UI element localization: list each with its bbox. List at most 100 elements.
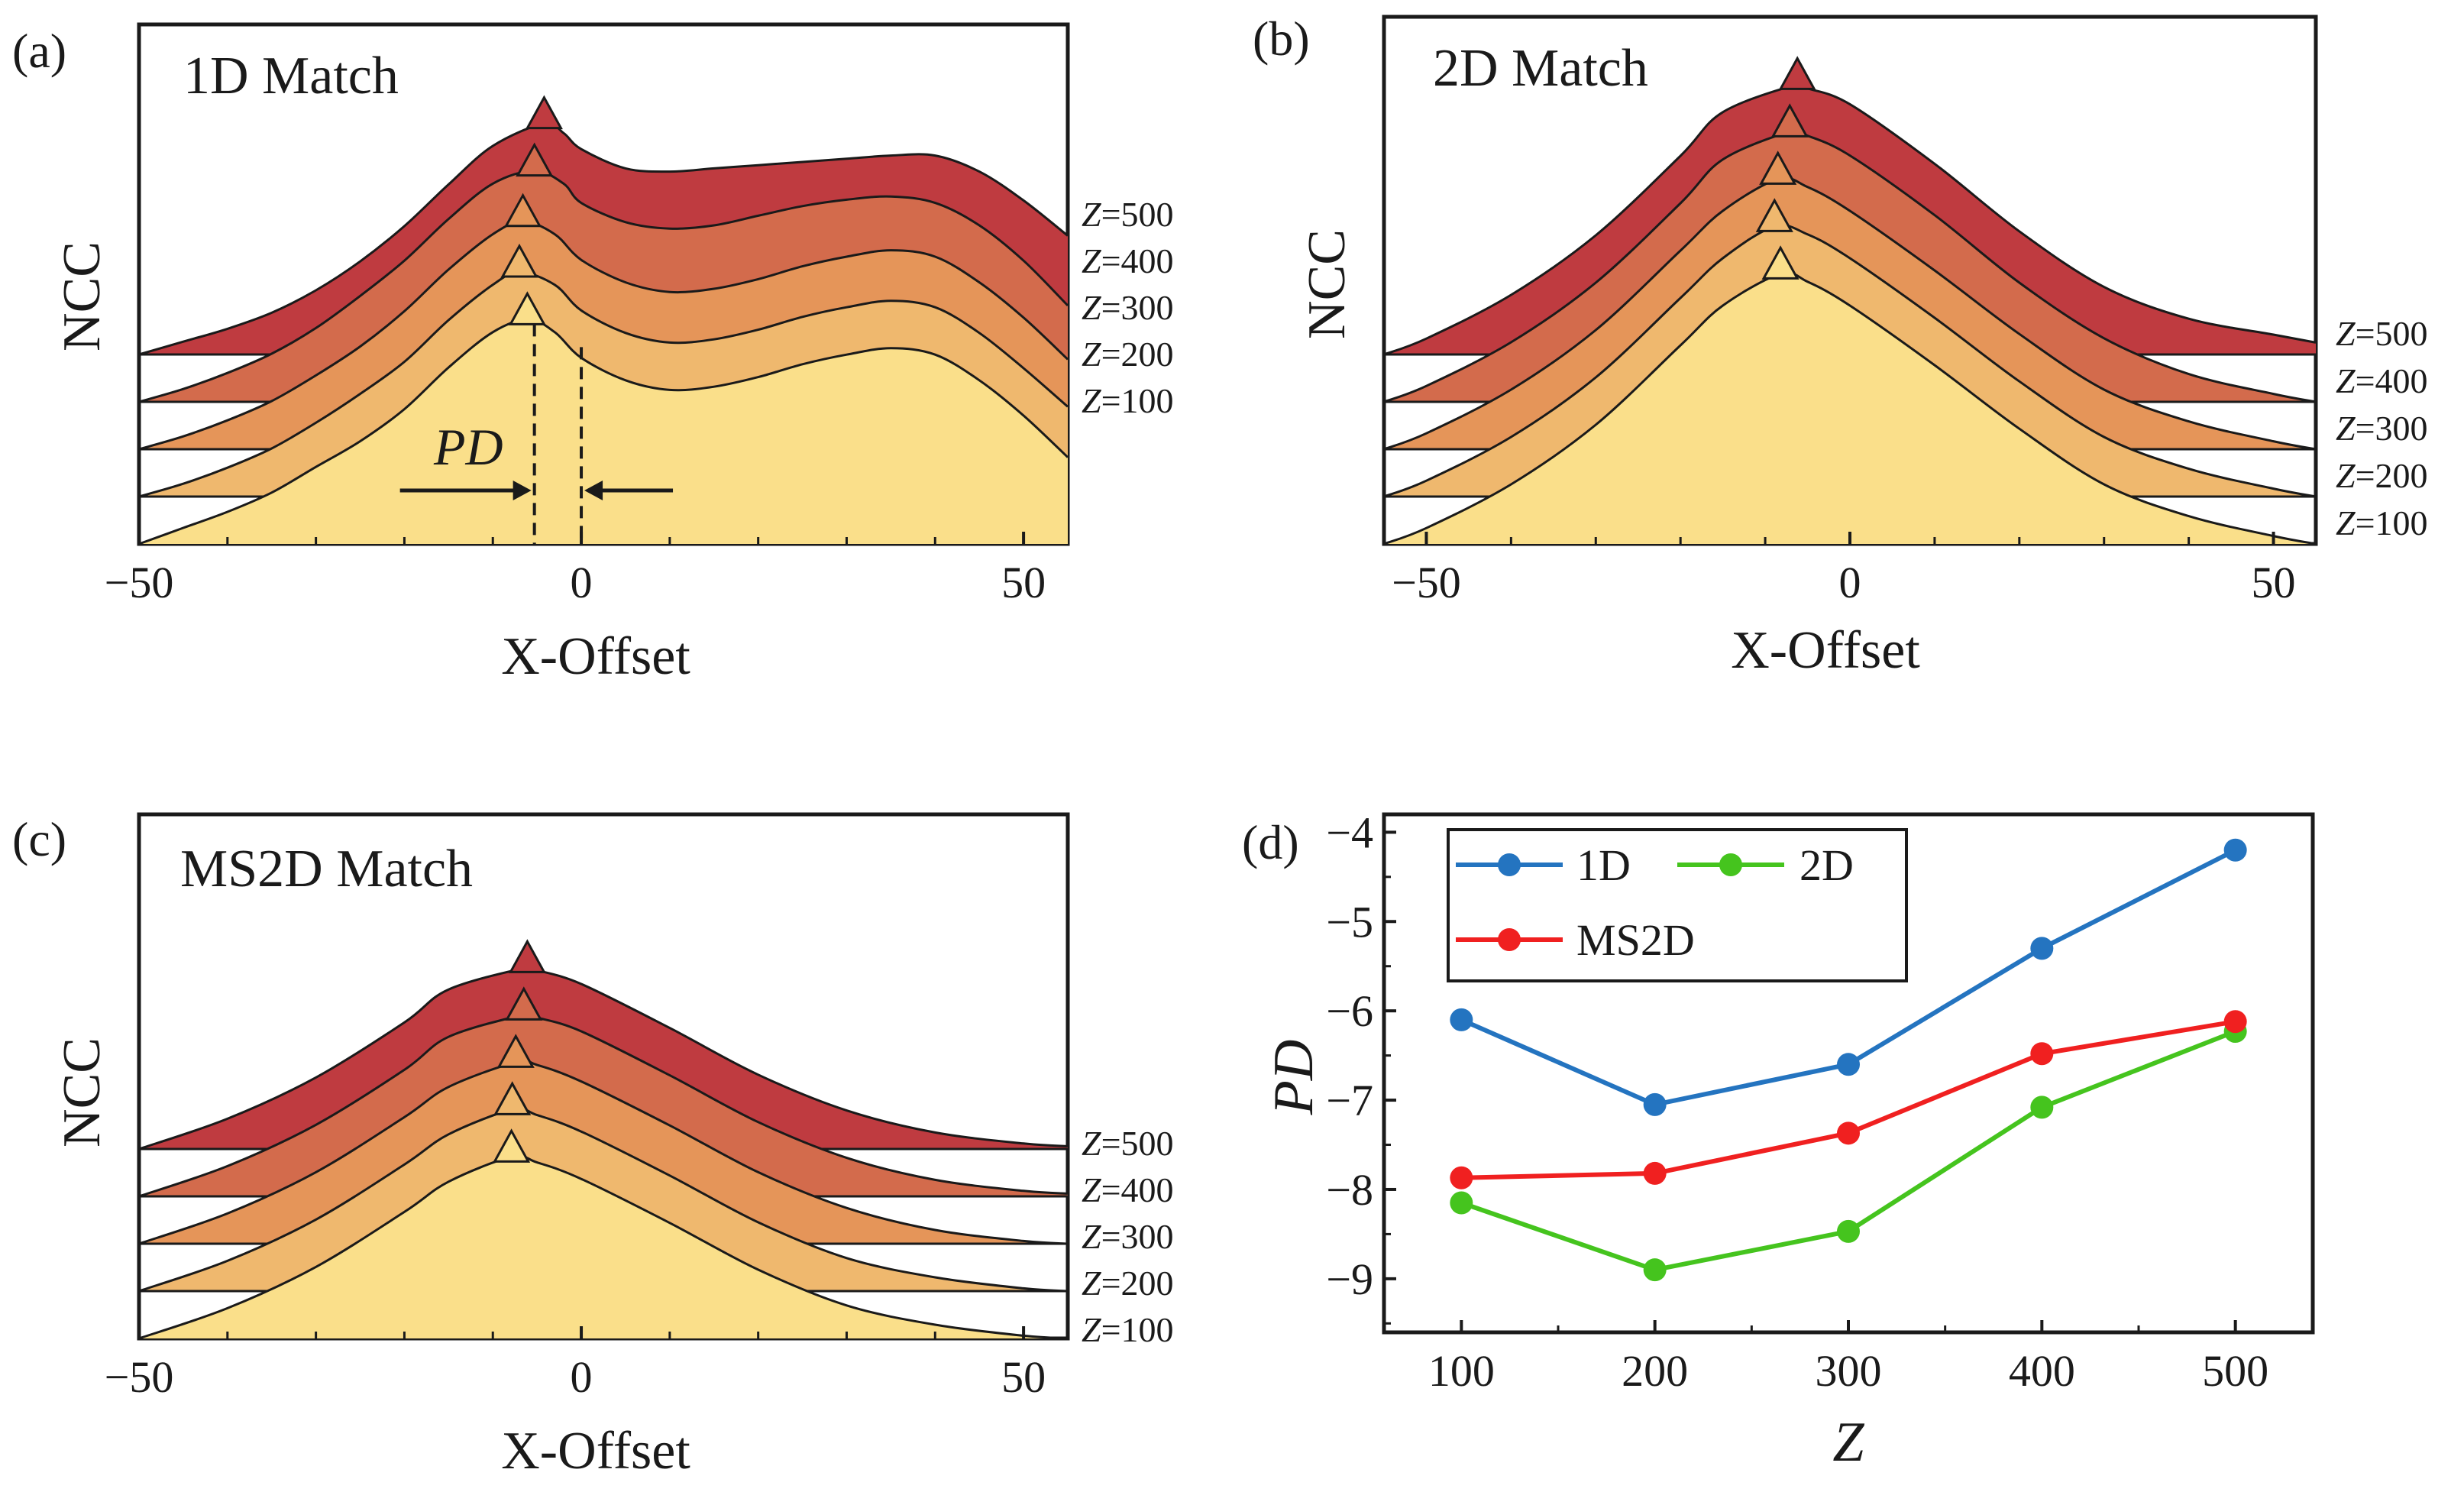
- panel-c-x-ticks: −50 0 50: [105, 1326, 1046, 1402]
- ridge-line-z500: [138, 121, 1069, 356]
- panel-a-title: 1D Match: [183, 47, 399, 105]
- panel-d-x-ticks: 100 200 300 400 500: [1428, 1320, 2268, 1396]
- panel-c-ylabel: NCC: [53, 1037, 112, 1147]
- point-2d: [1450, 1191, 1473, 1215]
- peak-marker-z100: [1761, 245, 1799, 280]
- point-1d: [1837, 1053, 1860, 1076]
- z-label-100: Z=100: [1082, 1310, 1174, 1349]
- ridge-line-z300: [1383, 176, 2317, 451]
- panel-d-y-ticks: −9 −8 −7 −6 −5 −4: [1326, 807, 1396, 1325]
- peak-marker-z500: [1778, 56, 1816, 90]
- x-tick-label: 100: [1428, 1346, 1495, 1396]
- panel-c-title: MS2D Match: [180, 840, 473, 898]
- panel-c-z-labels: Z=100 Z=200 Z=300 Z=400 Z=500: [1082, 1124, 1174, 1349]
- point-2d: [1837, 1219, 1860, 1243]
- panel-b-label: (b): [1253, 11, 1310, 66]
- panel-c-xlabel: X-Offset: [501, 1422, 690, 1481]
- ridge-line-z300: [138, 1059, 1069, 1245]
- legend-label-1d: 1D: [1576, 840, 1631, 890]
- panel-a-ylabel: NCC: [53, 241, 112, 351]
- y-tick-label: −5: [1326, 897, 1373, 947]
- panel-b-2d-match: (b) 2D Match Z=100 Z=200 Z=300 Z=400 Z=500 −…: [1253, 11, 2428, 680]
- panel-a-label: (a): [12, 24, 66, 78]
- z-label-500: Z=500: [1082, 1124, 1174, 1163]
- panel-d-pd-vs-z: (d) −9 −8 −7 −6 −5 −4 100 200 300 400 500 1D 2D M…: [1242, 807, 2315, 1474]
- x-tick-label: 50: [1001, 1352, 1046, 1402]
- legend-marker-2d: [1719, 853, 1742, 876]
- z-label-500: Z=500: [1082, 195, 1174, 234]
- legend-box: [1447, 828, 1908, 982]
- peak-marker-z300: [1759, 150, 1797, 185]
- y-tick-label: −6: [1326, 986, 1373, 1036]
- x-tick-label: 500: [2202, 1346, 2268, 1396]
- ridge-line-z400: [138, 1012, 1069, 1198]
- z-label-200: Z=200: [1082, 1264, 1174, 1303]
- ridge-line-z300: [138, 220, 1069, 451]
- panel-a-ridges: [138, 95, 1069, 545]
- ridge-line-z200: [138, 1107, 1069, 1293]
- legend-marker-1d: [1498, 853, 1521, 876]
- z-label-300: Z=300: [1082, 1217, 1174, 1256]
- panel-c-label: (c): [12, 812, 66, 866]
- panel-d-series: [1450, 838, 2247, 1282]
- x-tick-label: −50: [105, 1352, 174, 1402]
- ridge-line-z400: [138, 170, 1069, 403]
- ridge-area-z100: [139, 1156, 1068, 1338]
- point-ms2d: [1450, 1166, 1473, 1189]
- legend-marker-ms2d: [1498, 928, 1521, 951]
- point-ms2d: [1837, 1121, 1860, 1145]
- y-tick-label: −4: [1326, 807, 1373, 857]
- legend-label-ms2d: MS2D: [1576, 915, 1695, 965]
- panel-a-1d-match: (a) 1D Match PD Z=100 Z=200 Z=300 Z=400 Z=50…: [12, 22, 1174, 686]
- x-tick-label: 50: [1001, 558, 1046, 607]
- panel-d-ylabel: PD: [1263, 1040, 1325, 1116]
- peak-marker-z100: [493, 1128, 531, 1163]
- z-label-100: Z=100: [1082, 381, 1174, 420]
- panel-d-legend: 1D 2D MS2D: [1447, 828, 1908, 982]
- ridge-line-z100: [138, 1154, 1069, 1340]
- pd-annotation: PD: [399, 324, 674, 544]
- legend-label-2d: 2D: [1799, 840, 1854, 890]
- peak-marker-z100: [508, 291, 546, 325]
- ridge-area-z100: [1384, 272, 2316, 544]
- z-label-400: Z=400: [1082, 241, 1174, 280]
- z-label-200: Z=200: [1082, 335, 1174, 374]
- ridge-line-z100: [1383, 271, 2317, 545]
- ridge-area-z100: [139, 319, 1068, 544]
- z-label-400: Z=400: [1082, 1170, 1174, 1209]
- panel-c-ridges: [138, 939, 1069, 1340]
- point-2d: [2030, 1096, 2054, 1119]
- ridge-line-z200: [1383, 224, 2317, 498]
- series-line-ms2d: [1461, 1019, 2236, 1180]
- peak-marker-z200: [493, 1081, 532, 1115]
- panel-a-x-ticks: −50 0 50: [105, 532, 1046, 607]
- z-label-500: Z=500: [2336, 314, 2428, 353]
- panel-b-x-ticks: −50 0 50: [1392, 532, 2296, 607]
- peak-marker-z200: [500, 243, 538, 278]
- panel-a-xlabel: X-Offset: [501, 627, 690, 686]
- x-tick-label: 0: [571, 1352, 593, 1402]
- x-tick-label: 200: [1622, 1346, 1688, 1396]
- y-tick-label: −8: [1326, 1165, 1373, 1215]
- point-2d: [1643, 1258, 1667, 1282]
- z-label-100: Z=100: [2336, 503, 2428, 542]
- x-tick-label: 400: [2009, 1346, 2075, 1396]
- ridge-line-z200: [138, 270, 1069, 498]
- x-tick-label: 50: [2252, 558, 2296, 607]
- pd-arrowhead-left: [513, 481, 532, 500]
- panel-b-title: 2D Match: [1433, 39, 1648, 98]
- peak-marker-z400: [505, 986, 543, 1021]
- panel-b-ridges: [1383, 56, 2317, 545]
- peak-marker-z200: [1755, 198, 1793, 232]
- panel-d-xlabel: Z: [1832, 1411, 1864, 1474]
- y-tick-label: −9: [1326, 1254, 1373, 1304]
- x-tick-label: 300: [1816, 1346, 1882, 1396]
- ridge-line-z500: [138, 965, 1069, 1151]
- panel-a-z-labels: Z=100 Z=200 Z=300 Z=400 Z=500: [1082, 195, 1174, 420]
- point-1d: [2223, 838, 2247, 862]
- peak-marker-z400: [1770, 103, 1809, 138]
- panel-b-z-labels: Z=100 Z=200 Z=300 Z=400 Z=500: [2336, 314, 2428, 542]
- x-tick-label: 0: [1839, 558, 1861, 607]
- peak-marker-z300: [504, 193, 542, 228]
